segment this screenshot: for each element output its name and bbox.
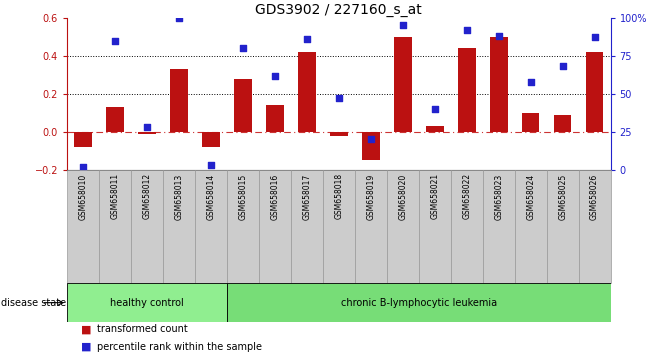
Bar — [234, 79, 252, 132]
Text: GSM658014: GSM658014 — [207, 173, 215, 219]
FancyBboxPatch shape — [547, 170, 578, 283]
Text: chronic B-lymphocytic leukemia: chronic B-lymphocytic leukemia — [341, 298, 497, 308]
Point — [301, 36, 312, 42]
Point — [366, 137, 376, 142]
FancyBboxPatch shape — [291, 170, 323, 283]
FancyBboxPatch shape — [99, 170, 131, 283]
Point — [525, 79, 536, 85]
Text: GSM658018: GSM658018 — [334, 173, 344, 219]
FancyBboxPatch shape — [355, 170, 386, 283]
Point — [78, 164, 89, 170]
FancyBboxPatch shape — [67, 170, 99, 283]
FancyBboxPatch shape — [386, 170, 419, 283]
Bar — [202, 132, 220, 147]
Point — [462, 27, 472, 33]
FancyBboxPatch shape — [259, 170, 291, 283]
Text: transformed count: transformed count — [97, 324, 188, 334]
Bar — [490, 37, 507, 132]
Point — [174, 15, 185, 21]
Bar — [522, 113, 539, 132]
Point — [397, 22, 408, 28]
FancyBboxPatch shape — [578, 170, 611, 283]
FancyBboxPatch shape — [195, 170, 227, 283]
Point — [205, 162, 216, 168]
Bar — [362, 132, 380, 160]
Text: GSM658015: GSM658015 — [238, 173, 248, 219]
FancyBboxPatch shape — [227, 283, 611, 322]
FancyBboxPatch shape — [419, 170, 451, 283]
FancyBboxPatch shape — [131, 170, 163, 283]
Text: disease state: disease state — [1, 298, 66, 308]
FancyBboxPatch shape — [451, 170, 482, 283]
FancyBboxPatch shape — [323, 170, 355, 283]
Text: GSM658023: GSM658023 — [495, 173, 503, 219]
Text: GSM658025: GSM658025 — [558, 173, 567, 219]
Point — [270, 73, 280, 78]
Bar — [106, 107, 124, 132]
Bar — [554, 115, 572, 132]
Bar — [426, 126, 444, 132]
Text: GSM658021: GSM658021 — [430, 173, 440, 219]
Text: GSM658020: GSM658020 — [399, 173, 407, 219]
FancyBboxPatch shape — [163, 170, 195, 283]
Bar — [74, 132, 92, 147]
Bar — [586, 52, 603, 132]
Point — [333, 96, 344, 101]
Text: ■: ■ — [81, 324, 91, 334]
Bar — [138, 132, 156, 134]
Text: ■: ■ — [81, 342, 91, 352]
Point — [142, 125, 152, 130]
Text: percentile rank within the sample: percentile rank within the sample — [97, 342, 262, 352]
Text: GSM658012: GSM658012 — [142, 173, 152, 219]
Bar — [330, 132, 348, 136]
Bar — [266, 105, 284, 132]
Text: GSM658024: GSM658024 — [526, 173, 535, 219]
FancyBboxPatch shape — [67, 283, 227, 322]
Bar — [170, 69, 188, 132]
Point — [493, 33, 504, 39]
FancyBboxPatch shape — [227, 170, 259, 283]
Point — [109, 38, 120, 43]
Text: GSM658016: GSM658016 — [270, 173, 279, 219]
Text: GSM658010: GSM658010 — [79, 173, 88, 219]
Bar — [458, 48, 476, 132]
Text: GSM658026: GSM658026 — [590, 173, 599, 219]
Point — [238, 45, 248, 51]
FancyBboxPatch shape — [482, 170, 515, 283]
Text: GSM658022: GSM658022 — [462, 173, 471, 219]
Point — [429, 106, 440, 112]
Bar — [298, 52, 315, 132]
Point — [558, 64, 568, 69]
Text: GSM658019: GSM658019 — [366, 173, 375, 219]
Point — [589, 35, 600, 40]
FancyBboxPatch shape — [515, 170, 547, 283]
Text: GSM658017: GSM658017 — [303, 173, 311, 219]
Text: GSM658011: GSM658011 — [111, 173, 119, 219]
Text: healthy control: healthy control — [110, 298, 184, 308]
Title: GDS3902 / 227160_s_at: GDS3902 / 227160_s_at — [256, 3, 422, 17]
Bar — [394, 37, 411, 132]
Text: GSM658013: GSM658013 — [174, 173, 183, 219]
